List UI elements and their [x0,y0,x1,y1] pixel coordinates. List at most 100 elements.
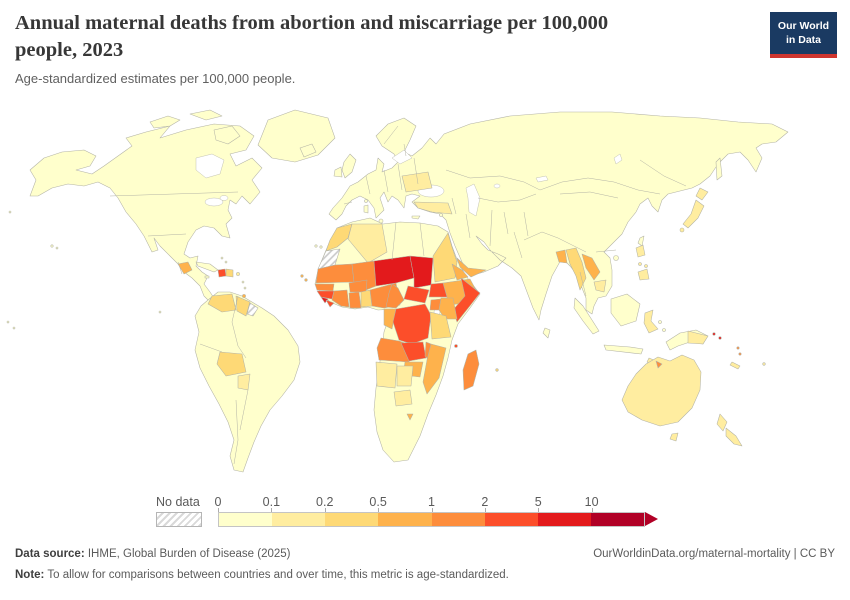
region-philippines[interactable] [635,244,646,258]
region-bahamas[interactable] [220,256,224,260]
region-madagascar[interactable] [462,349,480,391]
region-guatemala[interactable] [177,261,193,275]
region-drc[interactable] [392,303,432,345]
owid-logo[interactable]: Our World in Data [770,12,837,58]
region-yemen[interactable] [456,257,487,278]
region-sardinia[interactable] [363,204,369,214]
region-pacific-islands[interactable] [6,320,10,324]
region-lesser-antilles[interactable] [243,286,247,290]
region-philippines[interactable] [637,268,650,281]
region-paraguay[interactable] [237,373,251,391]
region-bahamas[interactable] [224,260,228,264]
region-vanuatu[interactable] [738,352,742,356]
region-philippines[interactable] [638,262,642,266]
region-central-african-republic[interactable] [403,285,430,304]
region-pacific-islands[interactable] [8,210,12,214]
region-new-zealand[interactable] [716,413,728,432]
no-data-swatch[interactable] [156,512,202,527]
region-lesotho[interactable] [406,413,414,421]
region-japan[interactable] [682,199,705,229]
region-laos[interactable] [581,253,601,281]
legend-segment[interactable] [537,513,591,526]
legend-segment[interactable] [272,513,326,526]
region-french-guiana[interactable] [246,302,259,317]
region-cuba[interactable] [195,261,219,273]
region-sri-lanka[interactable] [542,327,551,339]
region-iceland[interactable] [299,143,317,158]
region-ghana[interactable] [348,291,362,309]
region-gabon-congo[interactable] [383,308,397,330]
region-canary-islands[interactable] [319,245,323,249]
legend-segment[interactable] [378,513,432,526]
region-bangladesh[interactable] [555,249,568,264]
region-canadian-arctic[interactable] [213,125,241,145]
region-crete[interactable] [411,215,421,220]
region-timor-leste[interactable] [655,360,663,369]
region-south-africa-patch[interactable] [393,389,413,407]
region-canadian-arctic[interactable] [189,109,223,121]
region-kenya[interactable] [438,297,458,320]
region-cape-verde[interactable] [304,278,308,282]
region-somalia[interactable] [452,277,481,323]
region-sakhalin[interactable] [715,157,723,181]
region-java[interactable] [603,344,644,355]
region-sicily[interactable] [378,218,384,224]
region-new-zealand[interactable] [725,427,743,447]
region-namibia[interactable] [375,361,398,389]
region-galapagos[interactable] [158,310,162,314]
region-zambia[interactable] [400,341,427,362]
region-comoros[interactable] [454,344,458,348]
region-vanuatu[interactable] [736,346,740,350]
region-mozambique[interactable] [422,343,447,395]
region-cyprus[interactable] [439,213,443,217]
region-chad[interactable] [409,255,434,289]
region-corsica[interactable] [364,199,368,203]
region-ivory-coast[interactable] [331,289,350,308]
region-japan[interactable] [679,227,685,233]
region-niger[interactable] [373,255,415,287]
region-japan[interactable] [695,187,709,201]
region-guyana-suriname[interactable] [235,295,251,317]
region-new-caledonia[interactable] [729,361,741,370]
region-eritrea[interactable] [451,263,469,281]
region-senegal[interactable] [314,283,335,292]
region-dominican-republic[interactable] [225,268,234,278]
region-ireland[interactable] [333,166,343,178]
region-ukraine[interactable] [401,171,433,193]
region-tanzania[interactable] [429,311,452,340]
region-cambodia[interactable] [593,279,607,293]
region-hawaii[interactable] [55,246,59,250]
region-moluccas[interactable] [662,328,666,332]
region-liberia[interactable] [325,299,335,308]
region-botswana[interactable] [396,365,414,387]
region-guinea[interactable] [316,290,335,300]
region-philippines[interactable] [644,264,648,268]
region-jamaica[interactable] [204,275,210,279]
region-hainan[interactable] [613,255,619,261]
region-mauritius[interactable] [495,368,499,372]
region-papua-new-guinea[interactable] [687,330,709,345]
region-puerto-rico[interactable] [236,272,240,276]
region-trinidad[interactable] [242,294,246,298]
region-pacific-islands[interactable] [12,326,16,330]
owid-link[interactable]: OurWorldinData.org/maternal-mortality | … [593,548,835,560]
region-greenland[interactable] [257,109,336,163]
region-algeria[interactable] [347,223,388,264]
region-united-kingdom[interactable] [341,153,357,179]
region-turkey[interactable] [413,201,453,215]
region-canadian-arctic[interactable] [149,115,181,129]
legend-segment[interactable] [325,513,379,526]
region-haiti[interactable] [217,268,227,278]
region-solomon-islands[interactable] [712,332,716,336]
region-borneo[interactable] [610,293,641,327]
legend-segment[interactable] [590,513,644,526]
region-south-sudan[interactable] [428,282,448,298]
region-solomon-islands[interactable] [718,336,722,340]
region-cape-verde[interactable] [300,274,304,278]
region-moluccas[interactable] [658,320,662,324]
region-australia[interactable] [621,354,702,427]
region-cameroon[interactable] [385,283,405,309]
legend-segment[interactable] [219,513,273,526]
region-eurasia[interactable] [328,111,789,321]
region-sumatra[interactable] [573,297,600,335]
